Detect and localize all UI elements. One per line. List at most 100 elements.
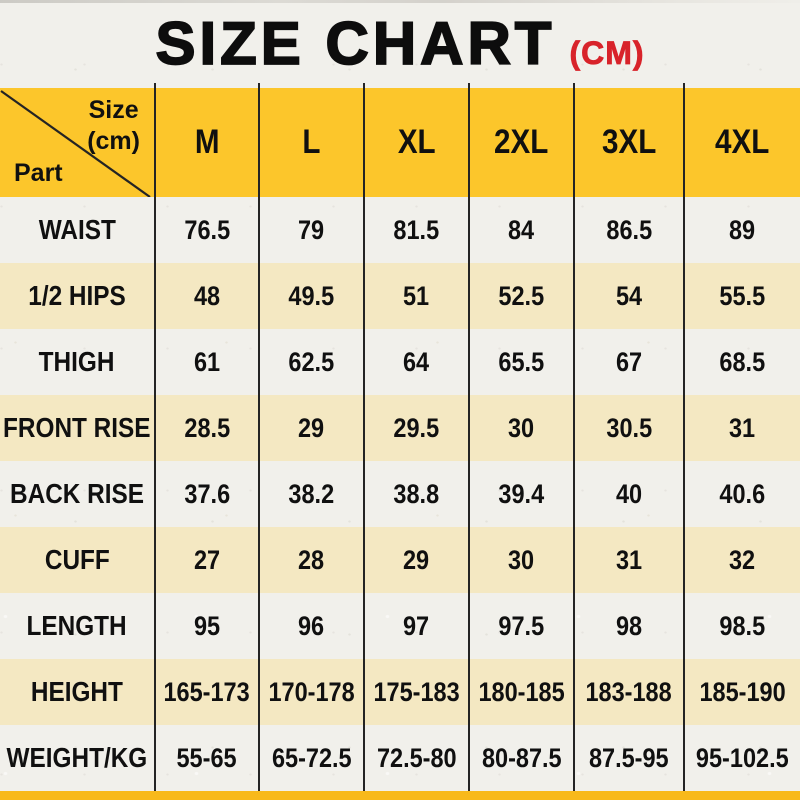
size-value-text: 65.5 — [498, 346, 545, 377]
size-value-text: 87.5-95 — [589, 742, 669, 773]
size-value-cell: 87.5-95 — [573, 725, 683, 791]
size-value-text: 67 — [615, 346, 643, 377]
row-label-text: HEIGHT — [30, 676, 124, 707]
size-value-text: 39.4 — [498, 478, 545, 509]
size-chart-title: SIZE CHART — [155, 9, 556, 78]
size-value-cell: 38.8 — [363, 461, 468, 527]
corner-part-label: Part — [14, 159, 63, 187]
page-title: SIZE CHART (CM) — [0, 0, 800, 88]
size-value-text: 65-72.5 — [271, 742, 352, 773]
column-header-m: M — [154, 83, 258, 197]
size-value-cell: 28.5 — [154, 395, 258, 461]
row-label-text: BACK RISE — [10, 478, 145, 509]
size-value-cell: 40 — [573, 461, 683, 527]
size-value-text: 80-87.5 — [481, 742, 562, 773]
column-header-label: XL — [397, 123, 436, 161]
size-value-cell: 27 — [154, 527, 258, 593]
size-value-text: 30.5 — [606, 412, 652, 443]
column-header-label: 4XL — [715, 123, 770, 161]
size-value-cell: 67 — [573, 329, 683, 395]
size-value-text: 32 — [729, 544, 756, 575]
size-value-cell: 29 — [258, 395, 363, 461]
row-label: CUFF — [0, 527, 154, 593]
size-value-text: 37.6 — [184, 478, 230, 509]
size-value-cell: 68.5 — [683, 329, 800, 395]
size-value-text: 183-188 — [585, 676, 673, 707]
size-value-text: 86.5 — [606, 214, 652, 245]
column-header-label: 2XL — [494, 123, 549, 161]
size-value-text: 31 — [729, 412, 756, 443]
size-value-text: 29 — [298, 412, 325, 443]
size-value-cell: 81.5 — [363, 197, 468, 263]
size-value-text: 38.2 — [288, 478, 335, 509]
size-value-text: 98.5 — [719, 610, 766, 641]
column-header-l: L — [258, 83, 363, 197]
size-value-text: 55.5 — [719, 280, 766, 311]
column-header-2xl: 2XL — [468, 83, 573, 197]
size-value-text: 28.5 — [184, 412, 230, 443]
size-value-text: 40.6 — [719, 478, 766, 509]
diagonal-divider-line — [0, 90, 151, 197]
corner-size-unit-text: (cm) — [87, 126, 140, 155]
row-label: BACK RISE — [0, 461, 154, 527]
size-value-cell: 98 — [573, 593, 683, 659]
size-value-cell: 48 — [154, 263, 258, 329]
corner-cell: Size (cm) Part — [0, 88, 154, 197]
size-value-text: 84 — [508, 214, 535, 245]
size-value-cell: 30 — [468, 395, 573, 461]
size-value-text: 95 — [193, 610, 221, 641]
size-value-text: 27 — [193, 544, 221, 575]
size-value-text: 62.5 — [288, 346, 335, 377]
size-value-cell: 79 — [258, 197, 363, 263]
bottom-accent-bar — [0, 791, 800, 800]
size-value-cell: 29 — [363, 527, 468, 593]
row-label-text: WAIST — [38, 214, 116, 245]
size-value-cell: 49.5 — [258, 263, 363, 329]
row-label-text: 1/2 HIPS — [28, 280, 126, 311]
size-value-text: 51 — [403, 280, 430, 311]
size-value-cell: 29.5 — [363, 395, 468, 461]
size-value-cell: 95 — [154, 593, 258, 659]
column-header-4xl: 4XL — [683, 83, 800, 197]
size-value-text: 30 — [508, 544, 535, 575]
size-value-text: 76.5 — [184, 214, 230, 245]
size-value-cell: 65.5 — [468, 329, 573, 395]
size-value-text: 170-178 — [268, 676, 355, 707]
size-value-text: 97.5 — [498, 610, 545, 641]
size-value-text: 79 — [298, 214, 325, 245]
size-value-text: 52.5 — [498, 280, 545, 311]
size-value-cell: 38.2 — [258, 461, 363, 527]
size-value-text: 40 — [615, 478, 643, 509]
size-value-cell: 96 — [258, 593, 363, 659]
unit-label: (CM) — [569, 35, 645, 72]
column-header-3xl: 3XL — [573, 83, 683, 197]
size-value-text: 96 — [298, 610, 325, 641]
size-value-text: 61 — [193, 346, 221, 377]
size-value-text: 185-190 — [699, 676, 786, 707]
size-value-cell: 175-183 — [363, 659, 468, 725]
size-value-cell: 98.5 — [683, 593, 800, 659]
column-header-label: M — [194, 123, 220, 161]
row-label-text: LENGTH — [26, 610, 128, 641]
size-value-cell: 97.5 — [468, 593, 573, 659]
size-value-cell: 39.4 — [468, 461, 573, 527]
size-value-text: 175-183 — [373, 676, 460, 707]
size-value-cell: 170-178 — [258, 659, 363, 725]
size-value-cell: 89 — [683, 197, 800, 263]
size-value-text: 64 — [403, 346, 430, 377]
size-value-text: 30 — [508, 412, 535, 443]
row-label-text: CUFF — [44, 544, 110, 575]
size-value-text: 29 — [403, 544, 430, 575]
size-value-text: 98 — [615, 610, 643, 641]
size-value-cell: 72.5-80 — [363, 725, 468, 791]
size-value-text: 48 — [193, 280, 221, 311]
size-value-text: 165-173 — [163, 676, 251, 707]
size-value-cell: 31 — [573, 527, 683, 593]
size-value-cell: 40.6 — [683, 461, 800, 527]
size-value-text: 38.8 — [393, 478, 440, 509]
size-value-text: 68.5 — [719, 346, 766, 377]
row-label: WEIGHT/KG — [0, 725, 154, 791]
size-value-cell: 76.5 — [154, 197, 258, 263]
size-value-cell: 180-185 — [468, 659, 573, 725]
size-value-text: 31 — [615, 544, 643, 575]
